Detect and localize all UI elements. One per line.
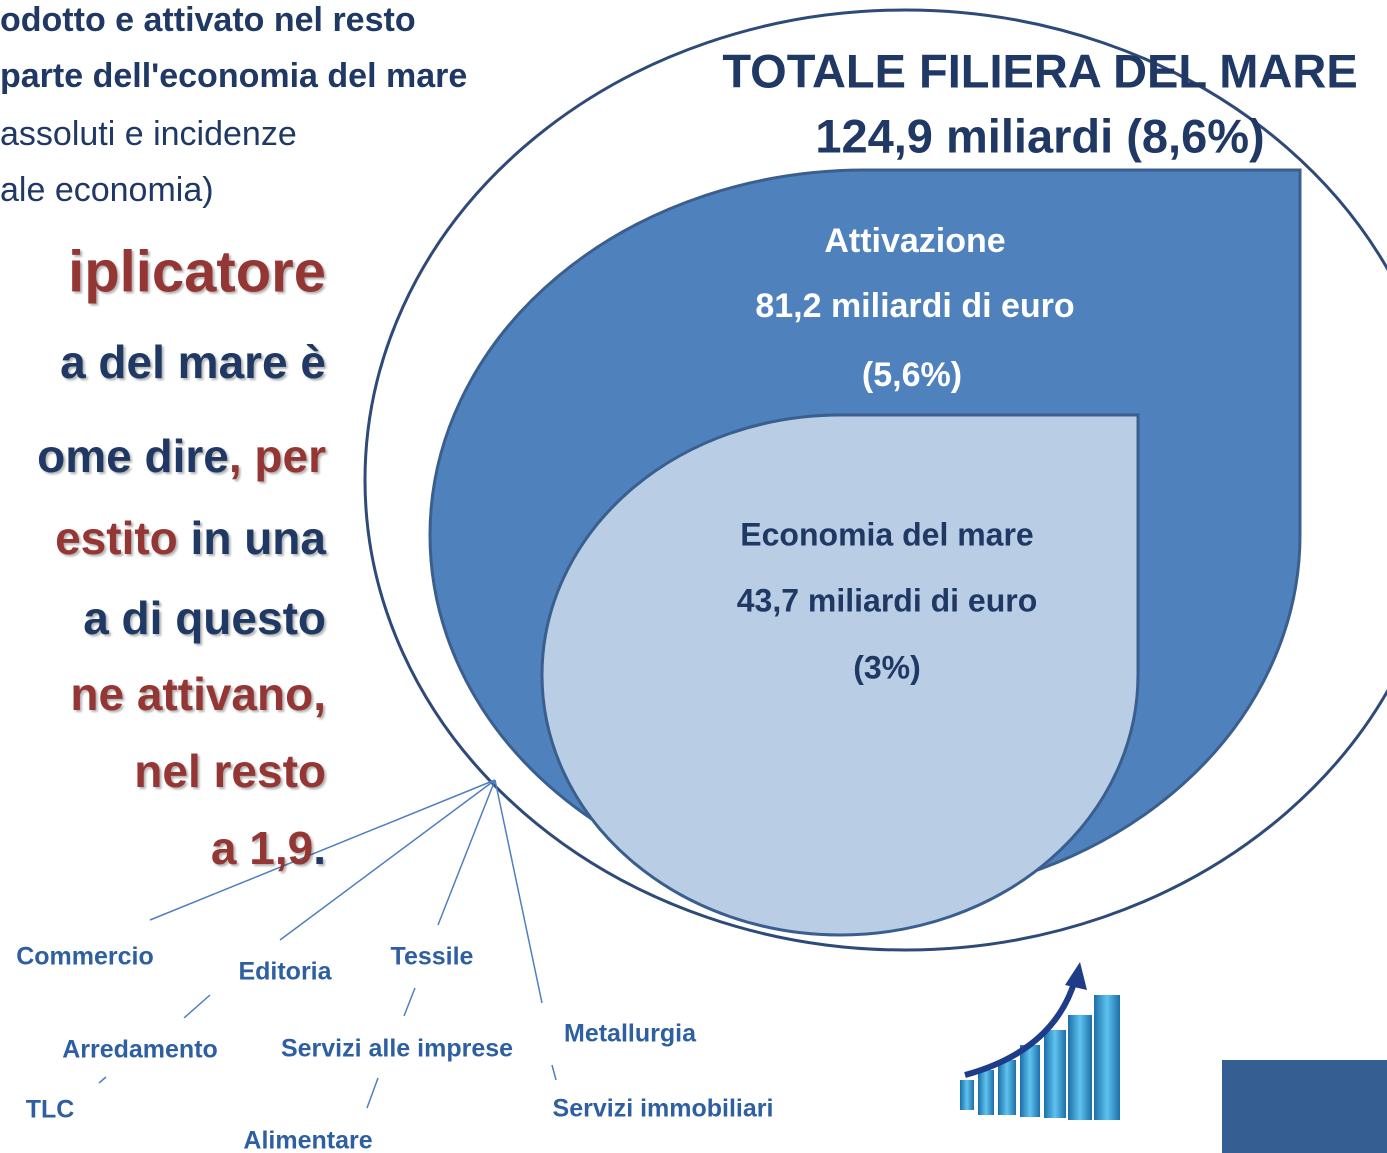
header-line: ale economia) xyxy=(0,171,214,209)
sector-label: Servizi immobiliari xyxy=(553,1095,774,1123)
header-line: assoluti e incidenze xyxy=(0,115,297,153)
paragraph-line: nel resto xyxy=(134,745,326,797)
paragraph-segment: estito xyxy=(55,512,178,564)
paragraph-line: a del mare è xyxy=(60,336,326,388)
paragraph: a del mare è ome dire, per estito in una a … xyxy=(37,336,326,874)
sector-label: Servizi alle imprese xyxy=(281,1035,513,1063)
heading: iplicatore xyxy=(68,239,326,304)
sea-economy-value: 43,7 miliardi di euro xyxy=(737,582,1038,618)
paragraph-segment: a 1,9 xyxy=(211,822,313,874)
header-line: parte dell'economia del mare xyxy=(0,57,467,95)
paragraph-line: a di questo xyxy=(83,592,326,644)
sector-label: Tessile xyxy=(391,943,474,971)
paragraph-segment: a del mare è xyxy=(60,336,326,388)
sector-label: Editoria xyxy=(238,958,332,986)
paragraph-segment: nel resto xyxy=(134,745,326,797)
paragraph-line: ne attivano, xyxy=(70,668,326,720)
paragraph-segment: ome dire xyxy=(37,430,229,482)
header-line: odotto e attivato nel resto xyxy=(0,1,416,39)
sector-label: TLC xyxy=(26,1096,75,1124)
total-title: TOTALE FILIERA DEL MARE xyxy=(722,44,1357,97)
total-value: 124,9 miliardi (8,6%) xyxy=(815,109,1264,162)
activation-value: 81,2 miliardi di euro xyxy=(755,287,1074,325)
paragraph-segment: , per xyxy=(229,430,326,482)
sector-label: Commercio xyxy=(16,943,154,971)
paragraph-segment: ne attivano, xyxy=(70,668,326,720)
activation-share: (5,6%) xyxy=(862,356,962,394)
fan-lines xyxy=(98,779,557,1109)
sea-economy-shape xyxy=(540,413,1140,937)
sector-label: Alimentare xyxy=(243,1127,372,1153)
sector-label: Metallurgia xyxy=(564,1020,697,1048)
paragraph-segment: in una xyxy=(178,512,327,564)
sea-economy-share: (3%) xyxy=(853,649,921,685)
paragraph-line: a 1,9. xyxy=(211,822,326,874)
activation-title: Attivazione xyxy=(824,222,1005,260)
paragraph-line: ome dire, per xyxy=(37,430,326,482)
corner-block xyxy=(1222,1060,1387,1153)
paragraph-line: estito in una xyxy=(55,512,326,564)
sector-label: Arredamento xyxy=(62,1036,218,1064)
paragraph-segment: . xyxy=(313,822,326,874)
sea-economy-title: Economia del mare xyxy=(740,516,1033,552)
paragraph-segment: a di questo xyxy=(83,592,326,644)
growth-icon xyxy=(960,962,1120,1120)
